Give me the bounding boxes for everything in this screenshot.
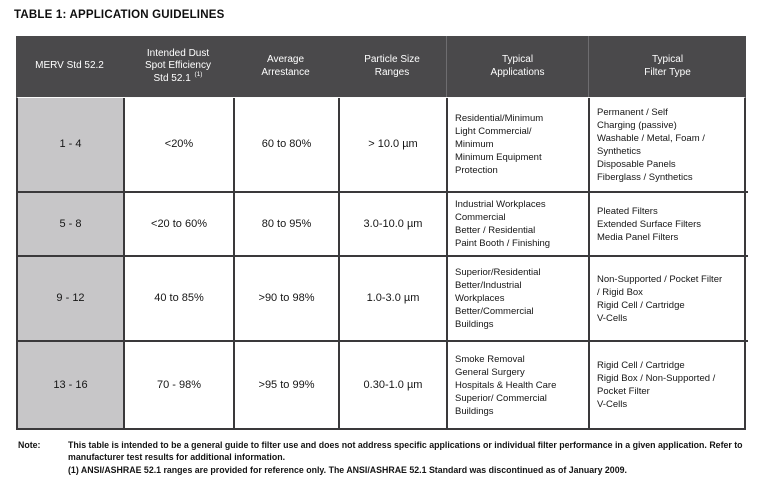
table-cell: 1 - 4	[18, 98, 125, 193]
table-cell: 3.0-10.0 µm	[340, 193, 448, 257]
table-cell: 60 to 80%	[235, 98, 340, 193]
column-header: MERV Std 52.2	[35, 60, 104, 72]
table-cell: Residential/Minimum Light Commercial/Mini…	[448, 98, 590, 193]
column-header: Particle Size Ranges	[364, 54, 420, 78]
footnote: Note: This table is intended to be a gen…	[18, 439, 760, 476]
table-cell: 9 - 12	[18, 257, 125, 342]
table-cell: >90 to 98%	[235, 257, 340, 342]
application-guidelines-table: MERV Std 52.2 Intended Dust Spot Efficienc…	[16, 36, 748, 430]
table-cell: Industrial Workplaces Commercial Better / …	[448, 193, 590, 257]
column-header: Typical Filter Type	[588, 36, 746, 97]
table-cell: 70 - 98%	[125, 342, 235, 428]
table-cell: Smoke Removal General Surgery Hospitals & …	[448, 342, 590, 428]
table-cell: 5 - 8	[18, 193, 125, 257]
footnote-paragraph: (1) ANSI/ASHRAE 52.1 ranges are provided…	[68, 464, 627, 475]
table-row: 9 - 12 40 to 85% >90 to 98% 1.0-3.0 µm Super…	[18, 257, 748, 342]
column-header: Average Arrestance	[261, 54, 310, 78]
table-cell: <20 to 60%	[125, 193, 235, 257]
table-cell: Rigid Cell / Cartridge Rigid Box / Non-Su…	[597, 360, 716, 410]
table-row: 13 - 16 70 - 98% >95 to 99% 0.30-1.0 µm Smok…	[18, 342, 744, 428]
table-cell: Permanent / Self Charging (passive) Washab…	[590, 98, 748, 193]
footnote-paragraph: This table is intended to be a general g…	[68, 440, 743, 463]
table-cell: Pleated Filters Extended Surface Filters M…	[590, 193, 748, 257]
table-cell: 13 - 16	[18, 342, 125, 428]
table-cell: 0.30-1.0 µm	[340, 342, 448, 428]
table-row: 1 - 4 <20% 60 to 80% > 10.0 µm Residential/M…	[18, 98, 748, 193]
table-cell: Non-Supported / Pocket Filter / Rigid Box…	[590, 257, 748, 342]
table-row: 5 - 8 <20 to 60% 80 to 95% 3.0-10.0 µm Indus…	[18, 193, 748, 257]
column-header: Typical Applications	[446, 36, 588, 97]
table-cell: > 10.0 µm	[340, 98, 448, 193]
table-cell: Superior/Residential Better/Industrial Wor…	[448, 257, 590, 342]
table-body: 1 - 4 <20% 60 to 80% > 10.0 µm Residential/M…	[16, 97, 748, 430]
table-cell: 1.0-3.0 µm	[340, 257, 448, 342]
table-cell: <20%	[125, 98, 235, 193]
table-cell: 80 to 95%	[235, 193, 340, 257]
page-title: TABLE 1: APPLICATION GUIDELINES	[14, 9, 225, 21]
table-header-row: MERV Std 52.2 Intended Dust Spot Efficienc…	[16, 36, 746, 97]
footnote-label: Note:	[18, 440, 41, 450]
column-header: Intended Dust Spot Efficiency Std 52.1 (1)	[145, 47, 211, 84]
footnote-text: This table is intended to be a general g…	[68, 439, 758, 476]
table-cell: 40 to 85%	[125, 257, 235, 342]
table-cell: >95 to 99%	[235, 342, 340, 428]
